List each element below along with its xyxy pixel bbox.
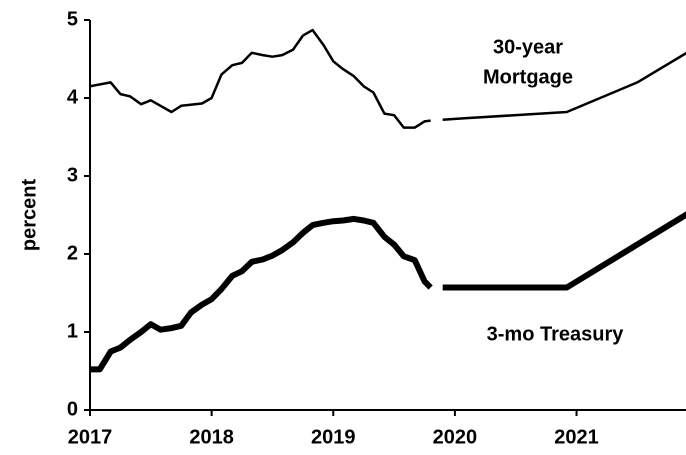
y-tick-label: 4 — [67, 86, 79, 108]
y-tick-label: 5 — [67, 8, 78, 30]
y-axis-label: percent — [18, 179, 40, 252]
x-tick-label: 2020 — [433, 426, 478, 448]
line — [90, 28, 686, 129]
x-tick-label: 2017 — [68, 426, 113, 448]
y-tick-label: 1 — [67, 320, 78, 342]
y-tick-label: 2 — [67, 242, 78, 264]
x-tick-label: 2018 — [189, 426, 234, 448]
y-tick-label: 3 — [67, 164, 78, 186]
y-tick-label: 0 — [67, 398, 78, 420]
annotation: 30-year — [493, 36, 563, 58]
annotation: 3-mo Treasury — [487, 323, 625, 345]
x-tick-label: 2019 — [311, 426, 356, 448]
x-tick-label: 2021 — [554, 426, 599, 448]
line — [90, 211, 686, 373]
annotation: Mortgage — [483, 66, 573, 88]
